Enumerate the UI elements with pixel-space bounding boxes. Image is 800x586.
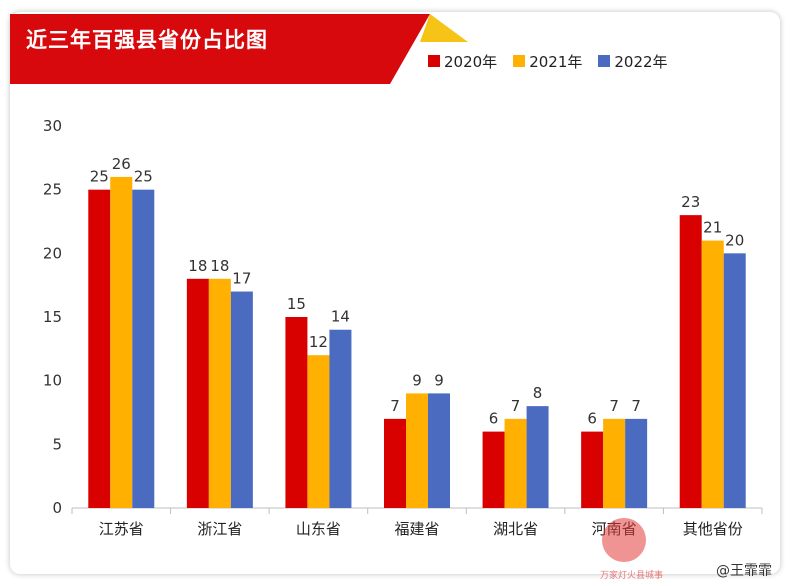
legend-item-2020: 2020年 — [428, 51, 497, 72]
bar — [701, 240, 724, 508]
bar — [428, 393, 450, 508]
data-label: 25 — [134, 168, 153, 186]
bar — [110, 176, 133, 508]
bar — [482, 431, 505, 508]
data-label: 20 — [725, 231, 744, 249]
bar — [285, 317, 308, 508]
legend-label-2020: 2020年 — [444, 52, 498, 71]
legend-swatch-2021 — [513, 55, 526, 67]
data-label: 25 — [90, 168, 109, 186]
title-banner — [10, 14, 468, 84]
data-label: 7 — [390, 397, 400, 415]
y-tick-label: 0 — [52, 499, 62, 517]
data-label: 9 — [412, 371, 422, 389]
data-label: 23 — [681, 193, 700, 211]
data-label: 7 — [511, 397, 521, 415]
bar — [132, 189, 155, 508]
legend-item-2022: 2022年 — [598, 51, 668, 72]
bar — [329, 329, 352, 508]
bar — [208, 278, 231, 508]
bar — [723, 253, 746, 508]
bar — [230, 291, 253, 508]
bar — [603, 418, 626, 508]
bar — [526, 406, 549, 508]
data-label: 7 — [631, 397, 641, 415]
data-label: 7 — [609, 397, 619, 415]
watermark-logo-icon — [602, 518, 646, 562]
bar — [679, 215, 702, 508]
x-tick-label: 福建省 — [394, 520, 439, 538]
data-label: 6 — [489, 410, 499, 428]
data-label: 6 — [587, 410, 597, 428]
legend-swatch-2022 — [598, 55, 611, 67]
legend-label-2022: 2022年 — [614, 52, 668, 71]
data-label: 18 — [210, 257, 229, 275]
legend-label-2021: 2021年 — [529, 52, 583, 71]
y-tick-label: 5 — [52, 435, 62, 453]
bar — [625, 418, 648, 508]
bar — [406, 393, 428, 508]
y-tick-label: 15 — [43, 308, 62, 326]
bar — [384, 418, 406, 508]
y-tick-label: 30 — [43, 117, 62, 135]
y-tick-label: 20 — [43, 244, 62, 262]
x-tick-label: 山东省 — [296, 520, 341, 538]
bar — [307, 355, 330, 508]
data-label: 12 — [309, 333, 328, 351]
data-label: 17 — [232, 270, 251, 288]
author-signature: @王霏霏 — [716, 563, 772, 579]
data-label: 15 — [287, 295, 306, 313]
x-tick-label: 浙江省 — [197, 520, 242, 538]
legend-swatch-2020 — [428, 55, 440, 67]
x-tick-label: 湖北省 — [493, 520, 538, 538]
x-tick-label: 其他省份 — [683, 520, 743, 538]
bar — [186, 278, 209, 508]
x-tick-label: 江苏省 — [99, 520, 144, 538]
bar — [504, 418, 527, 508]
legend-item-2021: 2021年 — [513, 51, 582, 72]
data-label: 14 — [331, 308, 350, 326]
data-label: 18 — [188, 257, 207, 275]
legend: 2020年 2021年 2022年 — [428, 50, 676, 72]
bar — [581, 431, 604, 508]
y-tick-label: 10 — [43, 372, 62, 390]
chart-title: 近三年百强县省份占比图 — [26, 28, 268, 52]
data-label: 9 — [434, 371, 444, 389]
data-label: 21 — [703, 219, 722, 237]
data-label: 26 — [112, 155, 131, 173]
watermark-text: 万家灯火县城事 — [600, 571, 664, 581]
bar — [88, 189, 111, 508]
y-tick-label: 25 — [43, 181, 62, 199]
data-label: 8 — [533, 384, 543, 402]
